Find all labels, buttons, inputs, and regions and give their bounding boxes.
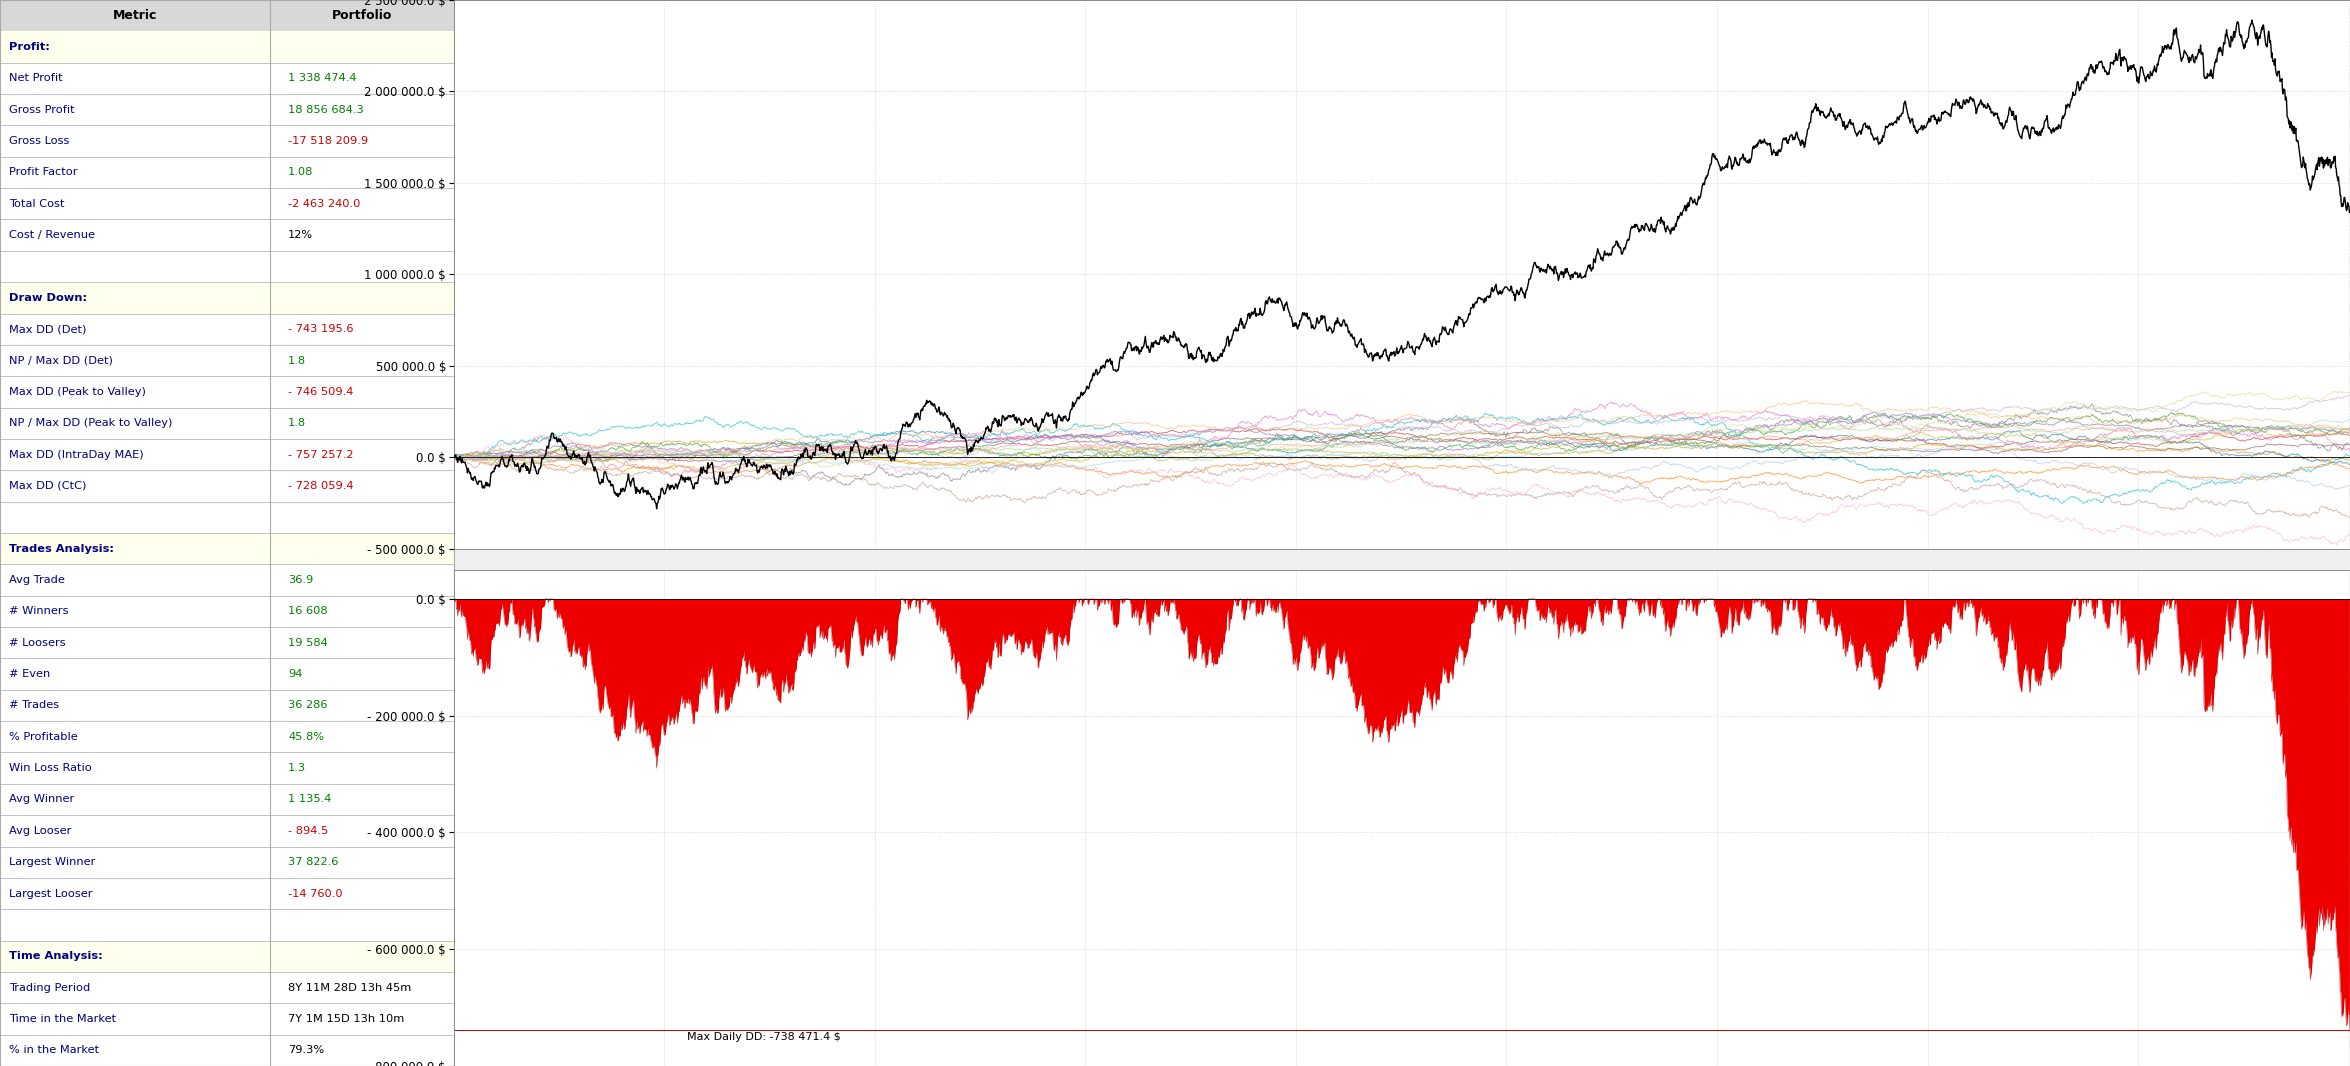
Bar: [0, 126, 454, 157]
Bar: [0, 188, 454, 220]
Bar: [0, 909, 454, 940]
Text: - 728 059.4: - 728 059.4: [289, 481, 352, 491]
Bar: [0, 815, 454, 846]
Text: % in the Market: % in the Market: [9, 1046, 99, 1055]
Text: -17 518 209.9: -17 518 209.9: [289, 136, 369, 146]
Text: Largest Winner: Largest Winner: [9, 857, 96, 868]
Text: 12%: 12%: [289, 230, 313, 240]
Bar: [0, 251, 454, 282]
Text: Trades Analysis:: Trades Analysis:: [9, 544, 115, 553]
Text: Net Profit: Net Profit: [9, 74, 63, 83]
Bar: [0, 31, 454, 63]
Bar: [0, 407, 454, 439]
Text: Profit:: Profit:: [9, 42, 49, 52]
Bar: [0, 157, 454, 188]
Bar: [0, 564, 454, 596]
Bar: [0, 345, 454, 376]
Bar: [0, 784, 454, 815]
Text: 36 286: 36 286: [289, 700, 327, 710]
Bar: [0, 1035, 454, 1066]
Text: # Loosers: # Loosers: [9, 637, 66, 648]
Text: - 743 195.6: - 743 195.6: [289, 324, 352, 335]
Bar: [0, 63, 454, 94]
Text: 45.8%: 45.8%: [289, 731, 324, 742]
Text: Avg Winner: Avg Winner: [9, 794, 75, 805]
Bar: [0, 0, 454, 31]
Bar: [0, 846, 454, 878]
Text: 94: 94: [289, 669, 303, 679]
Bar: [0, 470, 454, 502]
Text: 8Y 11M 28D 13h 45m: 8Y 11M 28D 13h 45m: [289, 983, 411, 992]
Text: % Profitable: % Profitable: [9, 731, 78, 742]
Text: Gross Profit: Gross Profit: [9, 104, 75, 115]
Bar: [0, 627, 454, 659]
Text: Max DD (IntraDay MAE): Max DD (IntraDay MAE): [9, 450, 143, 459]
Bar: [0, 313, 454, 345]
Bar: [0, 690, 454, 721]
Bar: [0, 439, 454, 470]
Text: -14 760.0: -14 760.0: [289, 889, 343, 899]
Text: Largest Looser: Largest Looser: [9, 889, 92, 899]
Text: 1.8: 1.8: [289, 418, 306, 429]
Text: Max DD (Peak to Valley): Max DD (Peak to Valley): [9, 387, 146, 397]
Text: Trading Period: Trading Period: [9, 983, 89, 992]
Text: - 894.5: - 894.5: [289, 826, 329, 836]
Text: Time Analysis:: Time Analysis:: [9, 951, 103, 962]
Bar: [0, 282, 454, 313]
Bar: [0, 940, 454, 972]
Text: -2 463 240.0: -2 463 240.0: [289, 198, 360, 209]
Bar: [0, 533, 454, 564]
Text: Portfolio: Portfolio: [331, 10, 392, 22]
Text: Total Cost: Total Cost: [9, 198, 63, 209]
Text: NP / Max DD (Det): NP / Max DD (Det): [9, 356, 113, 366]
Bar: [0, 596, 454, 627]
Bar: [0, 502, 454, 533]
Text: 1.8: 1.8: [289, 356, 306, 366]
Text: Gross Loss: Gross Loss: [9, 136, 70, 146]
Text: Profit Factor: Profit Factor: [9, 167, 78, 177]
Text: # Trades: # Trades: [9, 700, 59, 710]
Text: - 757 257.2: - 757 257.2: [289, 450, 352, 459]
Bar: [0, 721, 454, 753]
Text: Avg Trade: Avg Trade: [9, 575, 66, 585]
Text: Draw Down:: Draw Down:: [9, 293, 87, 303]
Text: Max DD (CtC): Max DD (CtC): [9, 481, 87, 491]
Text: Time in the Market: Time in the Market: [9, 1014, 115, 1024]
Bar: [0, 94, 454, 126]
Bar: [0, 220, 454, 251]
Text: Cost / Revenue: Cost / Revenue: [9, 230, 94, 240]
Text: # Winners: # Winners: [9, 607, 68, 616]
Text: Metric: Metric: [113, 10, 157, 22]
Text: Avg Looser: Avg Looser: [9, 826, 70, 836]
Text: 7Y 1M 15D 13h 10m: 7Y 1M 15D 13h 10m: [289, 1014, 404, 1024]
Text: 79.3%: 79.3%: [289, 1046, 324, 1055]
Text: 16 608: 16 608: [289, 607, 327, 616]
Bar: [0, 878, 454, 909]
Bar: [0, 376, 454, 407]
Text: 18 856 684.3: 18 856 684.3: [289, 104, 364, 115]
Text: Max DD (Det): Max DD (Det): [9, 324, 87, 335]
Text: 1.3: 1.3: [289, 763, 306, 773]
Text: 37 822.6: 37 822.6: [289, 857, 338, 868]
Text: 19 584: 19 584: [289, 637, 327, 648]
Text: NP / Max DD (Peak to Valley): NP / Max DD (Peak to Valley): [9, 418, 172, 429]
Bar: [0, 753, 454, 784]
Text: - 746 509.4: - 746 509.4: [289, 387, 352, 397]
Text: 1.08: 1.08: [289, 167, 313, 177]
Text: Max Daily DD: -738 471.4 $: Max Daily DD: -738 471.4 $: [686, 1032, 841, 1041]
Bar: [0, 972, 454, 1003]
Text: # Even: # Even: [9, 669, 49, 679]
Text: 1 135.4: 1 135.4: [289, 794, 331, 805]
Bar: [0, 1003, 454, 1035]
Bar: [0, 659, 454, 690]
Text: Win Loss Ratio: Win Loss Ratio: [9, 763, 92, 773]
Text: 36.9: 36.9: [289, 575, 313, 585]
Text: 1 338 474.4: 1 338 474.4: [289, 74, 357, 83]
